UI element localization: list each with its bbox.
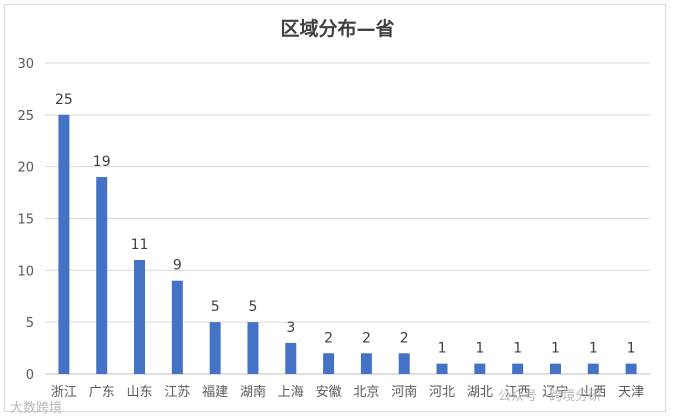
- bar: [549, 363, 561, 374]
- bar: [587, 363, 599, 374]
- chart-frame: [4, 4, 666, 412]
- x-tick-label: 辽宁: [542, 384, 568, 400]
- bar: [512, 363, 524, 374]
- y-tick-label: 15: [17, 213, 34, 228]
- x-tick-label: 天津: [618, 385, 644, 400]
- bar: [285, 342, 297, 374]
- x-tick-label: 北京: [353, 385, 379, 400]
- bar: [134, 259, 146, 374]
- y-tick-label: 5: [26, 316, 34, 331]
- bar: [96, 177, 108, 374]
- bar: [398, 353, 410, 374]
- watermark-left: 大数跨境: [10, 401, 63, 416]
- data-label: 19: [93, 154, 111, 170]
- x-tick-label: 湖南: [240, 384, 266, 400]
- bar: [209, 322, 221, 374]
- bar: [625, 363, 637, 374]
- data-label: 9: [173, 258, 182, 274]
- x-tick-label: 广东: [89, 385, 115, 400]
- bar: [360, 353, 372, 374]
- data-label: 5: [249, 299, 258, 315]
- data-label: 2: [362, 330, 371, 346]
- x-tick-label: 山东: [127, 385, 153, 400]
- data-label: 1: [513, 341, 522, 357]
- x-tick-label: 山西: [580, 385, 606, 400]
- data-label: 2: [400, 330, 409, 346]
- chart-title: 区域分布—省: [280, 18, 395, 40]
- data-label: 1: [589, 341, 598, 357]
- bar: [474, 363, 486, 374]
- x-tick-label: 江苏: [164, 384, 190, 400]
- x-tick-label: 湖北: [467, 385, 493, 400]
- x-tick-label: 安徽: [316, 385, 342, 400]
- data-label: 25: [55, 92, 73, 108]
- data-label: 1: [551, 341, 560, 357]
- bar: [436, 363, 448, 374]
- data-label: 2: [324, 330, 333, 346]
- bar: [247, 322, 259, 374]
- x-tick-label: 江西: [505, 385, 531, 400]
- data-label: 1: [438, 341, 447, 357]
- watermark-right: 公众号 · 跨境分研: [498, 389, 602, 404]
- bar: [171, 280, 183, 374]
- y-tick-label: 10: [17, 264, 34, 279]
- data-label: 1: [627, 341, 636, 357]
- y-tick-label: 20: [17, 161, 34, 176]
- data-label: 5: [211, 299, 220, 315]
- x-tick-label: 河南: [391, 384, 417, 400]
- x-tick-label: 上海: [278, 385, 304, 400]
- bar: [323, 353, 335, 374]
- data-label: 1: [475, 341, 484, 357]
- data-label: 11: [131, 237, 149, 253]
- y-tick-label: 25: [17, 109, 34, 124]
- x-tick-label: 浙江: [51, 385, 77, 400]
- y-tick-label: 30: [17, 57, 34, 72]
- x-tick-label: 福建: [202, 385, 228, 400]
- data-label: 3: [286, 320, 295, 336]
- bar: [58, 114, 70, 374]
- x-tick-label: 河北: [429, 385, 455, 400]
- y-tick-label: 0: [26, 368, 34, 383]
